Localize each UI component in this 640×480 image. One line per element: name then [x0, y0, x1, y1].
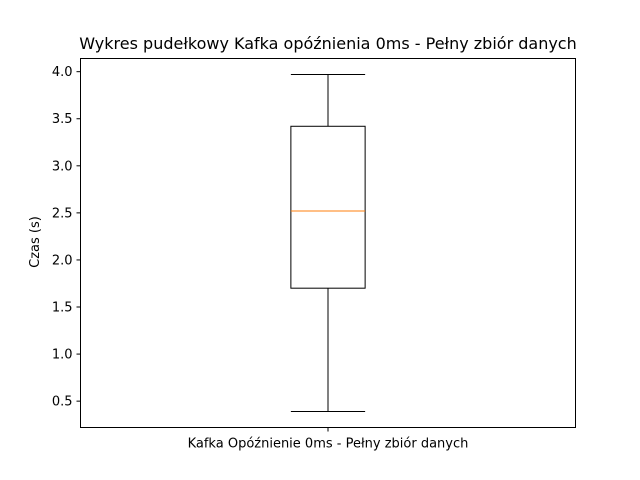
iqr-box [291, 126, 365, 288]
y-tick-label: 3.5 [52, 112, 73, 127]
y-tick-label: 3.0 [52, 159, 73, 174]
chart-title: Wykres pudełkowy Kafka opóźnienia 0ms - … [79, 34, 576, 53]
y-tick-label: 1.0 [52, 348, 73, 363]
y-tick-label: 2.5 [52, 206, 73, 221]
y-axis-label: Czas (s) [28, 216, 43, 268]
x-tick-label: Kafka Opóźnienie 0ms - Pełny zbiór danyc… [188, 437, 469, 452]
y-tick-label: 1.5 [52, 301, 73, 316]
y-tick-label: 2.0 [52, 253, 73, 268]
y-tick-label: 0.5 [52, 395, 73, 410]
plot-area: 0.5 1.0 1.5 2.0 2.5 3.0 3.5 4.0 Kafka Opóźnienie… [52, 65, 469, 451]
y-tick-label: 4.0 [52, 65, 73, 80]
